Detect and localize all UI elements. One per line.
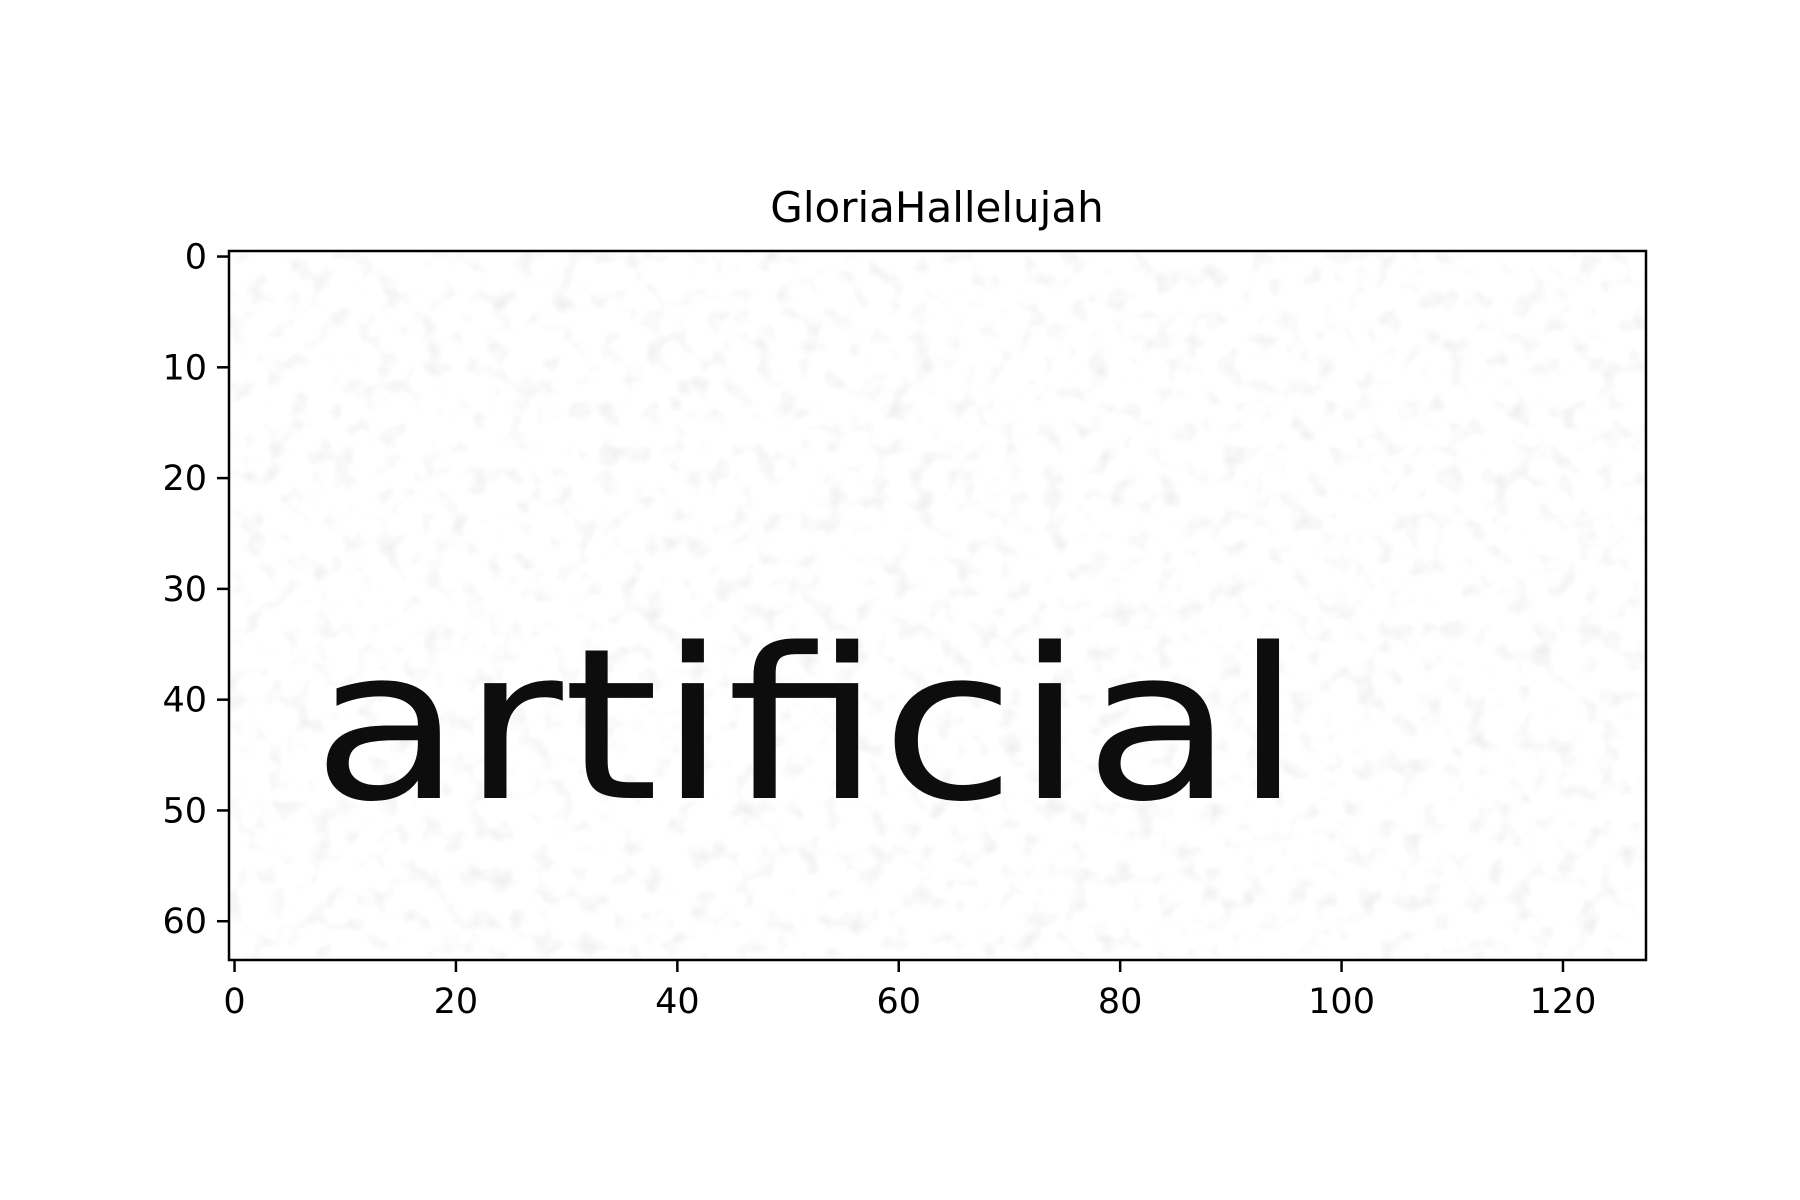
y-tick-label: 10 [162, 348, 207, 388]
x-tick-label: 80 [1098, 982, 1143, 1022]
image-noise [229, 251, 1646, 960]
y-tick-label: 20 [162, 459, 207, 499]
x-tick-label: 60 [876, 982, 921, 1022]
y-tick-label: 60 [162, 902, 207, 942]
rendered-word: artificial [312, 603, 1302, 848]
y-tick-label: 0 [185, 238, 207, 278]
x-tick-label: 100 [1308, 982, 1375, 1022]
y-tick-label: 40 [162, 681, 207, 721]
x-tick-label: 20 [434, 982, 479, 1022]
x-axis: 0 20 40 60 80 100 120 [223, 960, 1596, 1022]
y-axis: 0 10 20 30 40 50 60 [162, 238, 229, 942]
image-area: artificial [229, 251, 1646, 960]
x-tick-label: 40 [655, 982, 700, 1022]
y-tick-label: 50 [162, 791, 207, 831]
axes-frame [227, 249, 1648, 962]
chart-title: GloriaHallelujah [770, 183, 1103, 232]
x-tick-label: 0 [223, 982, 245, 1022]
x-tick-label: 120 [1530, 982, 1597, 1022]
y-tick-label: 30 [162, 570, 207, 610]
